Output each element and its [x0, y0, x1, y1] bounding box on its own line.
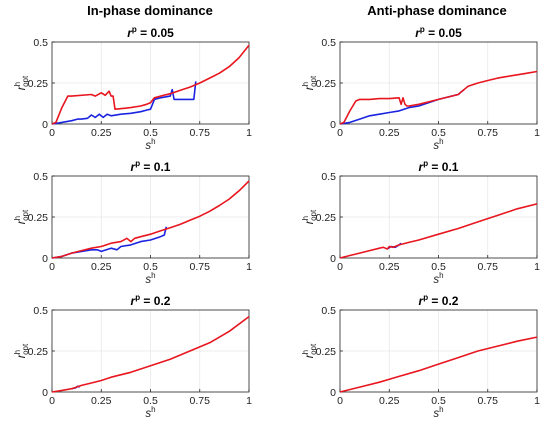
panel-title: rp = 0.1 [131, 159, 171, 174]
panel-grid: rp = 0.050 0.25 0.5 0.75 100.250.5shrhoptrp … [13, 25, 540, 420]
x-tick-label: 1 [246, 127, 252, 139]
series-line-red [51, 180, 250, 259]
y-tick-label: 0.5 [321, 37, 336, 49]
y-axis-label: rhopt [13, 209, 30, 224]
panel-title: rp = 0.1 [419, 159, 459, 174]
x-tick-label: 0.75 [478, 127, 499, 139]
y-tick-label: 0.25 [28, 212, 49, 224]
series-line-red [339, 203, 538, 259]
x-tick-label: 0.75 [478, 261, 499, 273]
y-axis-label: rhopt [301, 209, 318, 224]
x-tick-label: 0 [337, 261, 343, 273]
x-tick-label: 0.75 [190, 261, 211, 273]
y-tick-label: 0.25 [28, 346, 49, 358]
series-line-red [339, 336, 538, 393]
x-tick-label: 0.5 [143, 127, 158, 139]
x-tick-label: 0.25 [379, 261, 400, 273]
y-tick-label: 0 [330, 387, 336, 399]
y-tick-label: 0.5 [33, 37, 48, 49]
x-tick-label: 0.75 [478, 395, 499, 407]
x-tick-label: 0.25 [91, 395, 112, 407]
x-axis-label: sh [433, 405, 443, 420]
y-tick-label: 0.5 [33, 305, 48, 317]
y-tick-label: 0 [330, 119, 336, 131]
x-tick-label: 0.75 [190, 127, 211, 139]
x-tick-label: 1 [534, 127, 540, 139]
x-tick-label: 0 [49, 261, 55, 273]
x-tick-label: 0.75 [190, 395, 211, 407]
x-tick-label: 0.25 [379, 127, 400, 139]
x-tick-label: 0 [337, 127, 343, 139]
y-tick-label: 0.25 [316, 78, 337, 90]
y-axis-label: rhopt [301, 343, 318, 358]
x-axis-label: sh [145, 271, 155, 286]
x-tick-label: 0.25 [91, 127, 112, 139]
y-tick-label: 0.25 [28, 78, 49, 90]
panel-title: rp = 0.05 [127, 25, 174, 40]
series-line-blue [339, 88, 465, 125]
series-line-red [51, 315, 250, 393]
panel-title: rp = 0.05 [415, 25, 462, 40]
x-axis-label: sh [145, 405, 155, 420]
y-tick-label: 0 [42, 253, 48, 265]
x-tick-label: 0.5 [431, 261, 446, 273]
column-title-anti-phase: Anti-phase dominance [367, 3, 506, 18]
x-axis-label: sh [433, 271, 443, 286]
y-tick-label: 0.5 [321, 305, 336, 317]
x-tick-label: 0.5 [431, 127, 446, 139]
panel-title: rp = 0.2 [419, 293, 459, 308]
series-line-red [51, 44, 250, 125]
y-axis-label: rhopt [13, 75, 30, 90]
series-line-blue [51, 81, 197, 125]
x-axis-label: sh [145, 137, 155, 152]
x-tick-label: 0.5 [143, 395, 158, 407]
x-tick-label: 1 [534, 261, 540, 273]
y-tick-label: 0 [42, 387, 48, 399]
x-tick-label: 0 [49, 395, 55, 407]
y-tick-label: 0.25 [316, 212, 337, 224]
y-tick-label: 0.5 [321, 171, 336, 183]
y-tick-label: 0 [330, 253, 336, 265]
y-axis-label: rhopt [13, 343, 30, 358]
x-axis-label: sh [433, 137, 443, 152]
x-tick-label: 1 [246, 395, 252, 407]
x-tick-label: 0 [337, 395, 343, 407]
x-tick-label: 0.25 [379, 395, 400, 407]
y-axis-label: rhopt [301, 75, 318, 90]
y-tick-label: 0.25 [316, 346, 337, 358]
y-tick-label: 0.5 [33, 171, 48, 183]
column-title-in-phase: In-phase dominance [87, 3, 213, 18]
x-tick-label: 1 [534, 395, 540, 407]
x-tick-label: 1 [246, 261, 252, 273]
x-tick-label: 0.5 [143, 261, 158, 273]
x-tick-label: 0.5 [431, 395, 446, 407]
panel-title: rp = 0.2 [131, 293, 171, 308]
x-tick-label: 0.25 [91, 261, 112, 273]
x-tick-label: 0 [49, 127, 55, 139]
y-tick-label: 0 [42, 119, 48, 131]
series-line-red [339, 70, 538, 125]
